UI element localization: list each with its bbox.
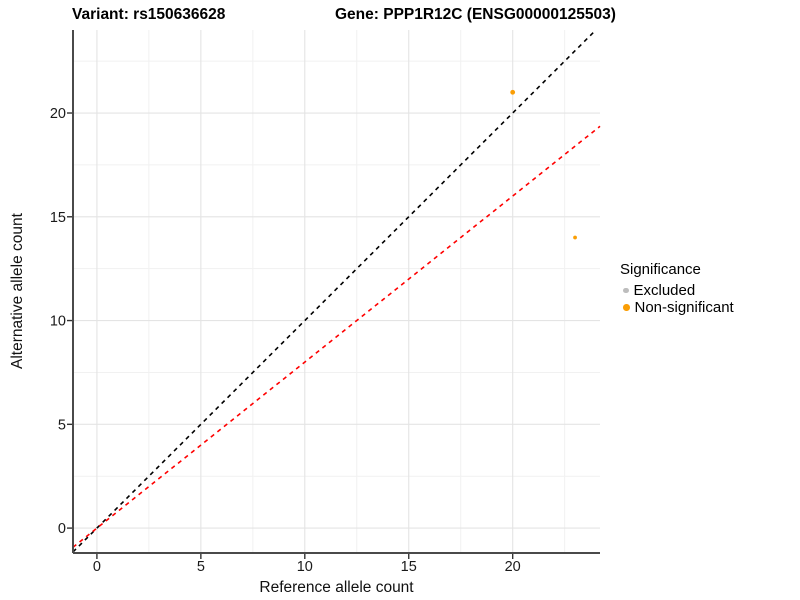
y-tick-label: 15 [50, 210, 66, 226]
legend-title: Significance [620, 261, 701, 278]
expected-ratio-line [72, 125, 601, 548]
y-axis-title: Alternative allele count [9, 213, 26, 369]
legend-item-label: Non-significant [634, 299, 734, 316]
legend-item-excluded: Excluded [620, 282, 734, 299]
y-tick-label: 20 [50, 106, 66, 122]
legend-dot-icon [623, 287, 629, 294]
x-tick-label: 0 [93, 559, 101, 575]
x-axis-title: Reference allele count [259, 579, 414, 596]
legend-items: Excluded Non-significant [620, 282, 734, 316]
y-tick-label: 0 [58, 521, 66, 537]
y-tick-label: 5 [58, 417, 66, 433]
x-tick-label: 15 [401, 559, 417, 575]
y-tick-label: 10 [50, 314, 66, 330]
legend: Significance Excluded Non-significant [620, 261, 734, 316]
data-point [510, 89, 516, 95]
x-tick-label: 5 [197, 559, 205, 575]
x-tick-label: 10 [297, 559, 313, 575]
x-tick-label: 20 [505, 559, 521, 575]
identity-line [72, 29, 597, 553]
legend-item-label: Excluded [633, 282, 696, 299]
plot-title-gene: Gene: PPP1R12C (ENSG00000125503) [335, 6, 616, 23]
data-point [573, 235, 577, 240]
legend-item-non-significant: Non-significant [620, 299, 734, 316]
legend-dot-icon [623, 304, 630, 311]
plot-title-variant: Variant: rs150636628 [72, 6, 226, 23]
